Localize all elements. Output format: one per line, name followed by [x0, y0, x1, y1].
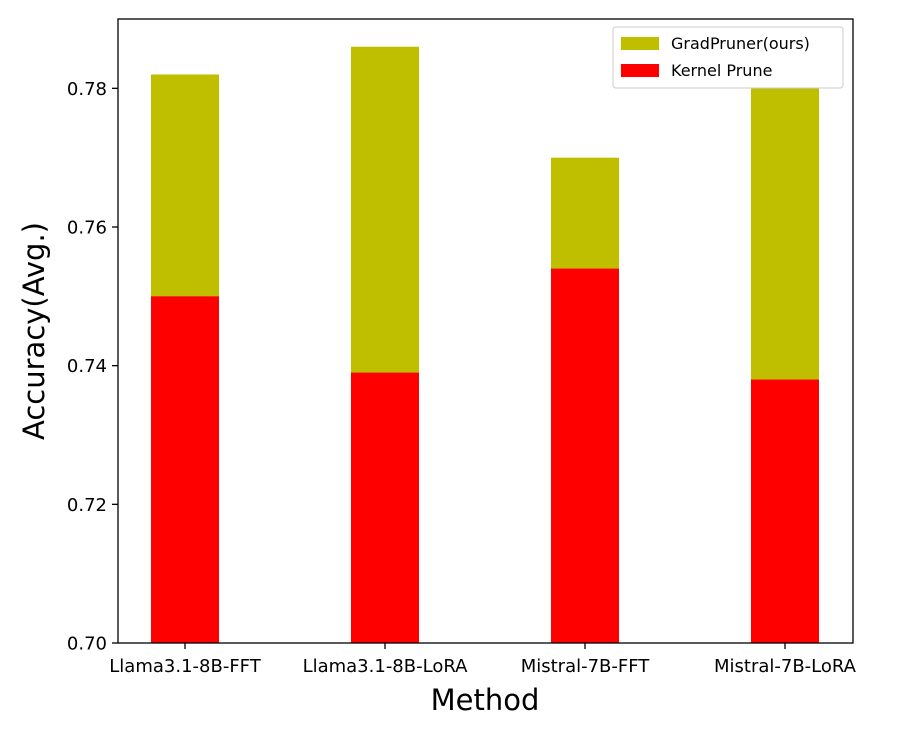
y-tick-label: 0.72 — [67, 495, 107, 516]
legend-swatch-gradpruner — [621, 37, 659, 50]
legend-swatch-kernel-prune — [621, 64, 659, 77]
bar-kernel-prune-2 — [351, 372, 419, 643]
legend-frame — [612, 26, 844, 89]
legend: GradPruner(ours) Kernel Prune — [612, 26, 844, 89]
x-axis-label: Method — [431, 683, 540, 717]
y-tick-label: 0.70 — [67, 634, 107, 655]
y-tick-label: 0.76 — [67, 218, 107, 239]
x-tick-label: Mistral-7B-FFT — [521, 656, 651, 677]
bar-kernel-prune-4 — [751, 379, 819, 643]
x-axis: Llama3.1-8B-FFT Llama3.1-8B-LoRA Mistral-7… — [109, 643, 857, 677]
y-tick-label: 0.78 — [67, 79, 107, 100]
x-tick-label: Llama3.1-8B-LoRA — [303, 656, 469, 677]
x-tick-label: Mistral-7B-LoRA — [714, 656, 857, 677]
y-tick-label: 0.74 — [67, 356, 107, 377]
bar-kernel-prune-1 — [151, 296, 219, 643]
y-axis-label: Accuracy(Avg.) — [17, 222, 51, 440]
legend-label-gradpruner: GradPruner(ours) — [671, 34, 810, 53]
x-tick-label: Llama3.1-8B-FFT — [109, 656, 261, 677]
bars-layer — [151, 46, 819, 644]
legend-label-kernel-prune: Kernel Prune — [671, 61, 772, 80]
plot-frame — [117, 18, 854, 644]
y-axis: 0.70 0.72 0.74 0.76 0.78 — [67, 79, 118, 655]
bar-kernel-prune-3 — [551, 268, 619, 643]
